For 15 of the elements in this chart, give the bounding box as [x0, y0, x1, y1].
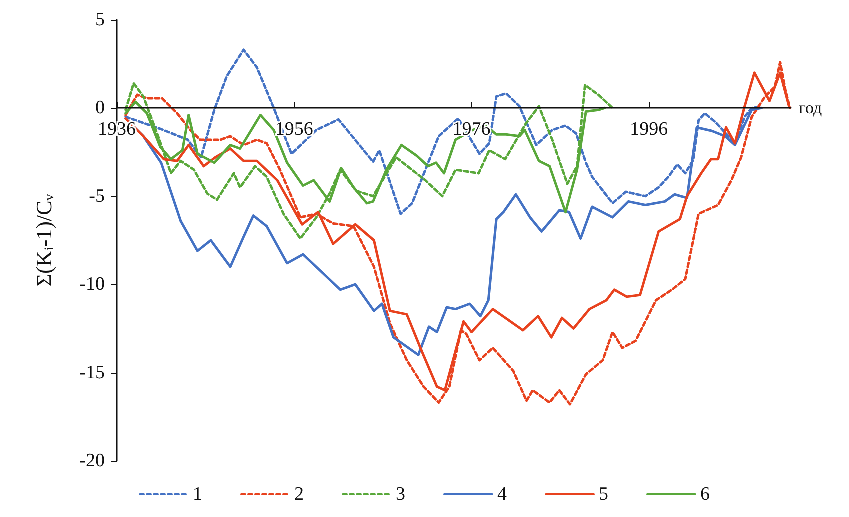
y-tick-label: -10: [80, 274, 105, 296]
y-tick-label: 5: [96, 10, 105, 30]
x-tick-label: 1996: [630, 119, 668, 140]
y-tick-label: 0: [96, 98, 105, 119]
y-tick-label: -5: [89, 186, 105, 207]
y-tick-label: -15: [80, 362, 105, 384]
y-tick-label: -20: [80, 450, 105, 472]
legend-label: 1: [193, 484, 202, 505]
legend-label: 4: [498, 484, 508, 505]
legend-label: 2: [294, 484, 304, 505]
x-axis-title: год: [799, 98, 823, 118]
y-axis-title: Σ(Kᵢ-1)/Cᵥ: [32, 194, 56, 287]
legend-label: 6: [700, 484, 710, 505]
legend-label: 5: [599, 484, 608, 505]
legend-label: 3: [396, 484, 406, 505]
